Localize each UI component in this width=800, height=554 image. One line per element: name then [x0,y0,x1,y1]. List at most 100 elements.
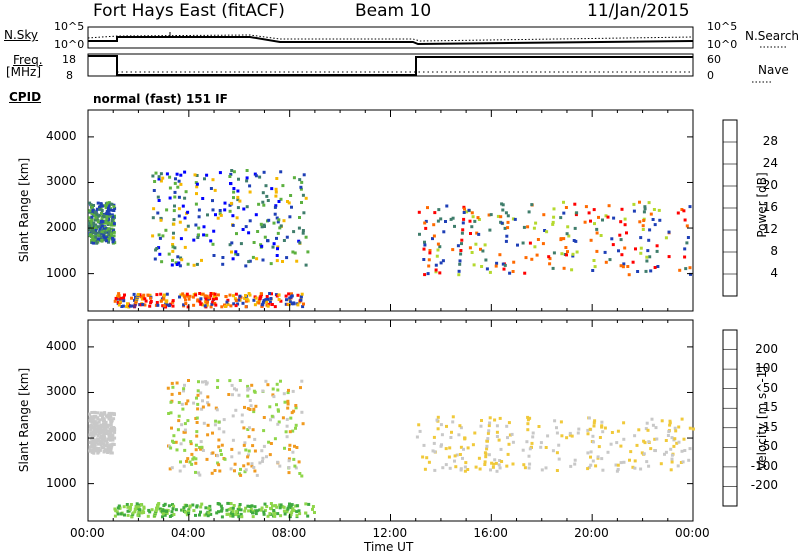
data-cell [101,413,105,417]
data-cell [440,443,443,447]
data-cell [206,514,210,518]
data-cell [460,242,463,246]
data-cell [111,438,115,442]
data-cell [299,187,303,191]
data-cell [211,451,215,455]
data-cell [216,216,220,220]
data-cell [200,445,204,449]
data-cell [173,204,176,208]
data-cell [526,225,530,229]
data-cell [422,247,426,251]
data-cell [152,189,156,192]
data-cell [194,181,198,185]
data-cell [259,508,263,512]
data-cell [261,389,265,393]
data-cell [424,226,428,230]
data-cell [667,430,671,434]
data-cell [194,202,198,206]
data-cell [264,379,268,383]
data-cell [106,207,110,211]
data-cell [188,504,192,508]
data-cell [232,170,236,174]
data-cell [195,396,198,400]
data-cell [92,422,96,426]
data-cell [244,294,247,297]
data-cell [183,430,187,434]
data-cell [428,249,432,252]
data-cell [235,510,239,514]
data-cell [183,216,187,220]
data-cell [648,255,652,259]
data-cell [194,448,198,452]
data-cell [219,453,223,456]
data-cell [427,460,431,464]
data-cell [133,510,137,514]
data-cell [300,410,304,414]
data-cell [508,271,512,275]
data-cell [178,469,182,473]
data-cell [170,426,173,430]
data-cell [298,216,301,219]
data-cell [438,271,442,275]
data-cell [511,217,515,221]
data-cell [129,505,132,509]
data-cell [287,292,291,296]
data-cell [656,265,660,268]
data-cell [535,253,539,257]
data-cell [444,463,448,467]
data-cell [290,205,293,209]
data-cell [113,299,117,303]
data-cell [102,446,106,450]
data-cell [645,421,649,425]
data-cell [154,171,158,175]
data-cell [252,241,256,244]
data-cell [231,257,235,261]
data-cell [271,393,275,397]
data-cell [136,293,140,296]
data-cell [434,270,438,274]
data-cell [253,437,257,441]
data-cell [589,455,592,459]
data-cell [526,422,530,426]
data-cell [465,210,469,214]
data-cell [172,222,176,226]
data-cell [171,258,174,262]
data-cell [180,508,184,512]
data-cell [157,502,161,505]
data-cell [165,509,168,513]
data-cell [200,258,203,262]
data-cell [649,269,653,273]
data-cell [608,258,612,262]
data-cell [677,440,681,444]
data-cell [262,223,266,227]
data-cell [218,469,222,473]
data-cell [211,431,214,435]
data-cell [460,238,464,242]
data-cell [667,230,671,234]
data-cell [260,225,264,229]
data-cell [262,416,266,419]
data-cell [268,300,272,304]
data-cell [437,208,441,212]
data-cell [96,447,100,451]
colorbar-tick-label: 15 [762,400,778,415]
colorbar-tick-label: 100 [755,361,778,376]
data-cell [232,187,236,190]
data-cell [92,238,96,242]
data-cell [107,233,111,237]
data-cell [603,426,607,430]
data-cell [96,237,100,241]
data-cell [214,303,218,307]
data-cell [90,238,94,242]
data-cell [195,192,198,196]
colorbar-tick-label: 8 [770,244,778,258]
x-tick-label: 00:00 [675,526,710,540]
data-cell [205,457,209,461]
data-cell [289,194,293,197]
data-cell [246,504,250,508]
data-cell [449,436,453,439]
data-cell [131,511,135,515]
n-search-line [87,34,694,42]
data-cell [183,295,187,299]
data-cell [180,258,184,262]
